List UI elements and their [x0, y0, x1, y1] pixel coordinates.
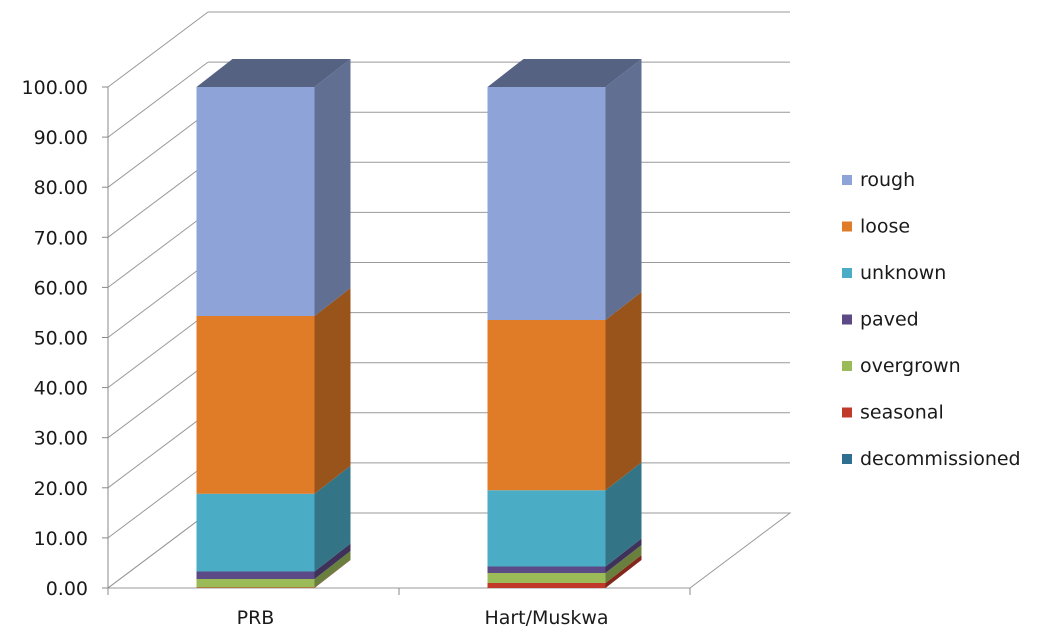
- bar-front: [487, 572, 606, 583]
- bar-front: [196, 493, 315, 572]
- bar-side: [605, 538, 642, 573]
- legend-swatch: [842, 361, 852, 371]
- legend-swatch: [842, 268, 852, 278]
- bar-segment-overgrown: [196, 550, 351, 588]
- bar-side: [605, 291, 642, 491]
- wall-diagonal: [107, 11, 209, 88]
- bar-front: [487, 319, 606, 491]
- legend-item-rough: rough: [842, 169, 915, 191]
- y-tick-label: 50.00: [34, 328, 88, 350]
- y-tick-label: 90.00: [34, 127, 88, 149]
- y-tick-label: 100.00: [22, 77, 88, 99]
- bar-side: [605, 462, 642, 567]
- bar-front: [196, 87, 315, 316]
- wall-diagonal: [107, 362, 209, 439]
- legend-item-overgrown: overgrown: [842, 355, 961, 377]
- bar-segment-seasonal: [487, 554, 642, 588]
- bar-stack-hart-muskwa: [487, 59, 642, 588]
- legend-item-decommissioned: decommissioned: [842, 448, 1021, 470]
- bar-front: [487, 490, 606, 567]
- y-tick-label: 10.00: [34, 528, 88, 550]
- bar-side: [314, 287, 351, 494]
- legend-item-paved: paved: [842, 309, 919, 331]
- bar-segment-loose: [196, 287, 351, 494]
- legend-label: loose: [860, 216, 910, 238]
- y-tick-label: 0.00: [46, 578, 88, 600]
- bar-segment-rough: [487, 59, 642, 320]
- wall-diagonal: [107, 312, 209, 389]
- bar-side: [314, 59, 351, 316]
- y-tick-label: 40.00: [34, 378, 88, 400]
- bar-segment-unknown: [487, 462, 642, 567]
- legend-item-unknown: unknown: [842, 262, 946, 284]
- bar-segment-overgrown: [487, 544, 642, 583]
- bar-front: [487, 582, 606, 588]
- legend-label: decommissioned: [860, 448, 1021, 470]
- legend-swatch: [842, 314, 852, 325]
- legend-swatch: [842, 175, 852, 185]
- bar-segment-paved: [487, 538, 642, 573]
- wall-diagonal: [107, 462, 209, 539]
- bar-front: [196, 315, 315, 494]
- bars: [196, 59, 642, 588]
- legend-label: seasonal: [860, 402, 944, 424]
- bar-top: [196, 59, 351, 87]
- bar-side: [314, 465, 351, 572]
- wall-diagonal: [107, 111, 209, 188]
- bar-front: [196, 571, 315, 579]
- bar-top: [487, 59, 642, 87]
- bar-segment-unknown: [196, 465, 351, 572]
- legend-item-seasonal: seasonal: [842, 402, 944, 424]
- legend-swatch: [842, 221, 852, 232]
- bar-segment-paved: [196, 543, 351, 579]
- bar-side: [605, 544, 642, 583]
- bar-front: [196, 587, 315, 588]
- labels: 0.00 10.00 20.00 30.00 40.00 50.00 60.00 70.00 8…: [22, 77, 609, 629]
- x-category-label: Hart/Muskwa: [484, 607, 608, 629]
- y-tick-label: 60.00: [34, 277, 88, 299]
- legend-label: paved: [860, 309, 919, 331]
- bar-side: [314, 550, 351, 588]
- legend-label: rough: [860, 169, 915, 191]
- wall-diagonal: [107, 211, 209, 288]
- y-tick-label: 20.00: [34, 478, 88, 500]
- legend-label: overgrown: [860, 355, 961, 377]
- wall-diagonal: [107, 412, 209, 489]
- bar-front: [487, 566, 606, 573]
- bar-front: [196, 578, 315, 588]
- legend-swatch: [842, 454, 852, 464]
- wall-diagonal: [107, 161, 209, 238]
- bar-segment-rough: [196, 59, 351, 316]
- legend: rough loose unknown paved overgrown seasonal d…: [842, 169, 1021, 470]
- y-tick-label: 30.00: [34, 428, 88, 450]
- bar-side: [605, 59, 642, 320]
- bar-segment-seasonal: [196, 559, 351, 588]
- y-tick-label: 80.00: [34, 177, 88, 199]
- legend-swatch: [842, 407, 852, 418]
- bar-stack-prb: [196, 59, 351, 588]
- legend-label: unknown: [860, 262, 946, 284]
- y-tick-label: 70.00: [34, 227, 88, 249]
- wall-diagonal: [107, 262, 209, 338]
- bar-side: [605, 554, 642, 588]
- x-category-label: PRB: [237, 607, 275, 629]
- bar-side: [314, 559, 351, 588]
- wall-diagonal: [107, 61, 209, 138]
- legend-item-loose: loose: [842, 216, 910, 238]
- bar-side: [314, 543, 351, 579]
- bar-segment-loose: [487, 291, 642, 491]
- bar-front: [487, 87, 606, 320]
